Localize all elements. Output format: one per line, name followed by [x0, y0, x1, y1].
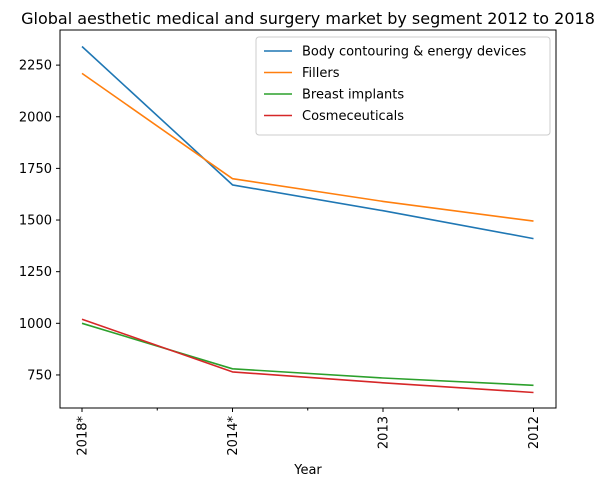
series-line: [81, 72, 534, 222]
legend-label: Fillers: [302, 66, 340, 81]
chart-title: Global aesthetic medical and surgery mar…: [21, 9, 595, 28]
x-tick-label: 2018*: [76, 416, 91, 456]
x-axis: 2018* 2014* 2013 2012: [76, 408, 542, 456]
y-tick-label: 2000: [19, 110, 52, 125]
x-tick-label: 2013: [377, 416, 392, 449]
series-line: [81, 318, 534, 394]
y-tick-label: 1750: [19, 162, 52, 177]
legend: Body contouring & energy devices Fillers B…: [255, 36, 551, 136]
x-tick-label: 2012: [527, 416, 542, 449]
y-tick-label: 750: [27, 368, 52, 383]
series-layer: [81, 45, 534, 394]
x-axis-label: Year: [293, 463, 322, 478]
series-line: [81, 322, 534, 387]
y-tick-label: 1250: [19, 265, 52, 280]
x-tick-label: 2014*: [226, 416, 241, 456]
legend-label: Breast implants: [302, 88, 404, 103]
y-axis: 750 1000 1250 1500 1750 2000 2250: [19, 59, 60, 383]
y-tick-label: 2250: [19, 59, 52, 74]
legend-box: [255, 36, 551, 136]
y-tick-label: 1500: [19, 214, 52, 229]
legend-label: Cosmeceuticals: [302, 109, 404, 124]
y-tick-label: 1000: [19, 317, 52, 332]
series-line: [81, 45, 534, 240]
legend-label: Body contouring & energy devices: [302, 45, 527, 60]
